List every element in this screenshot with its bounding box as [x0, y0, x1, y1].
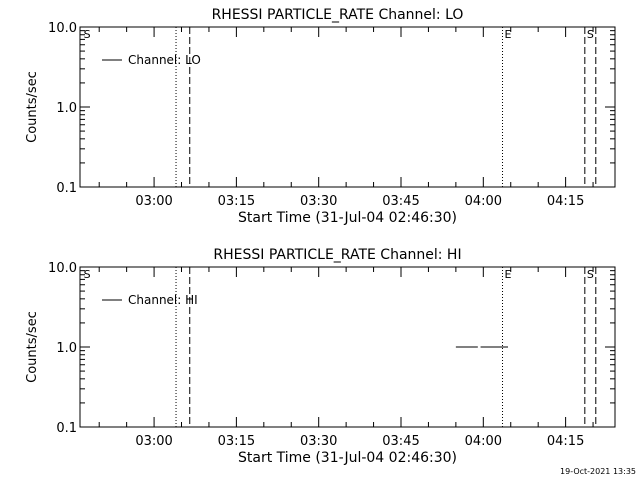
- x-tick-label: 04:15: [547, 434, 584, 449]
- legend-label: Channel: LO: [128, 53, 201, 67]
- x-tick-label: 03:15: [218, 434, 255, 449]
- x-axis-label: Start Time (31-Jul-04 02:46:30): [238, 450, 457, 466]
- plot-frame: [79, 26, 616, 188]
- event-marker-label: S: [84, 268, 91, 281]
- y-tick-label: 1.0: [56, 101, 77, 116]
- event-marker-label: S: [84, 28, 91, 41]
- chart-panel-hi: RHESSI PARTICLE_RATE Channel: HI 10.0 1.0 0…: [25, 247, 616, 466]
- chart-title: RHESSI PARTICLE_RATE Channel: LO: [212, 7, 464, 23]
- x-tick-label: 03:45: [382, 434, 419, 449]
- x-tick-label: 04:15: [547, 194, 584, 209]
- x-tick-label: 04:00: [465, 194, 502, 209]
- plot-frame: [79, 266, 616, 428]
- chart-panel-lo: RHESSI PARTICLE_RATE Channel: LO 10.0 1.0 0…: [25, 7, 616, 226]
- y-tick-label: 0.1: [56, 181, 77, 196]
- x-tick-label: 04:00: [465, 434, 502, 449]
- event-marker-label: S: [587, 268, 594, 281]
- x-tick-label: 03:00: [135, 434, 172, 449]
- event-marker-label: S: [587, 28, 594, 41]
- x-tick-label: 03:30: [300, 434, 337, 449]
- y-tick-label: 1.0: [56, 341, 77, 356]
- x-tick-label: 03:30: [300, 194, 337, 209]
- event-marker-label: E: [505, 28, 512, 41]
- x-tick-label: 03:00: [135, 194, 172, 209]
- event-marker-label: E: [505, 268, 512, 281]
- y-axis-label: Counts/sec: [25, 71, 40, 143]
- x-tick-label: 03:15: [218, 194, 255, 209]
- chart-title: RHESSI PARTICLE_RATE Channel: HI: [213, 247, 461, 263]
- y-tick-label: 10.0: [48, 261, 77, 276]
- y-tick-label: 0.1: [56, 421, 77, 436]
- y-tick-label: 10.0: [48, 21, 77, 36]
- x-axis-label: Start Time (31-Jul-04 02:46:30): [238, 210, 457, 226]
- y-axis-label: Counts/sec: [25, 311, 40, 383]
- footer-timestamp: 19-Oct-2021 13:35: [560, 467, 636, 476]
- x-tick-label: 03:45: [382, 194, 419, 209]
- legend-label: Channel: HI: [128, 293, 198, 307]
